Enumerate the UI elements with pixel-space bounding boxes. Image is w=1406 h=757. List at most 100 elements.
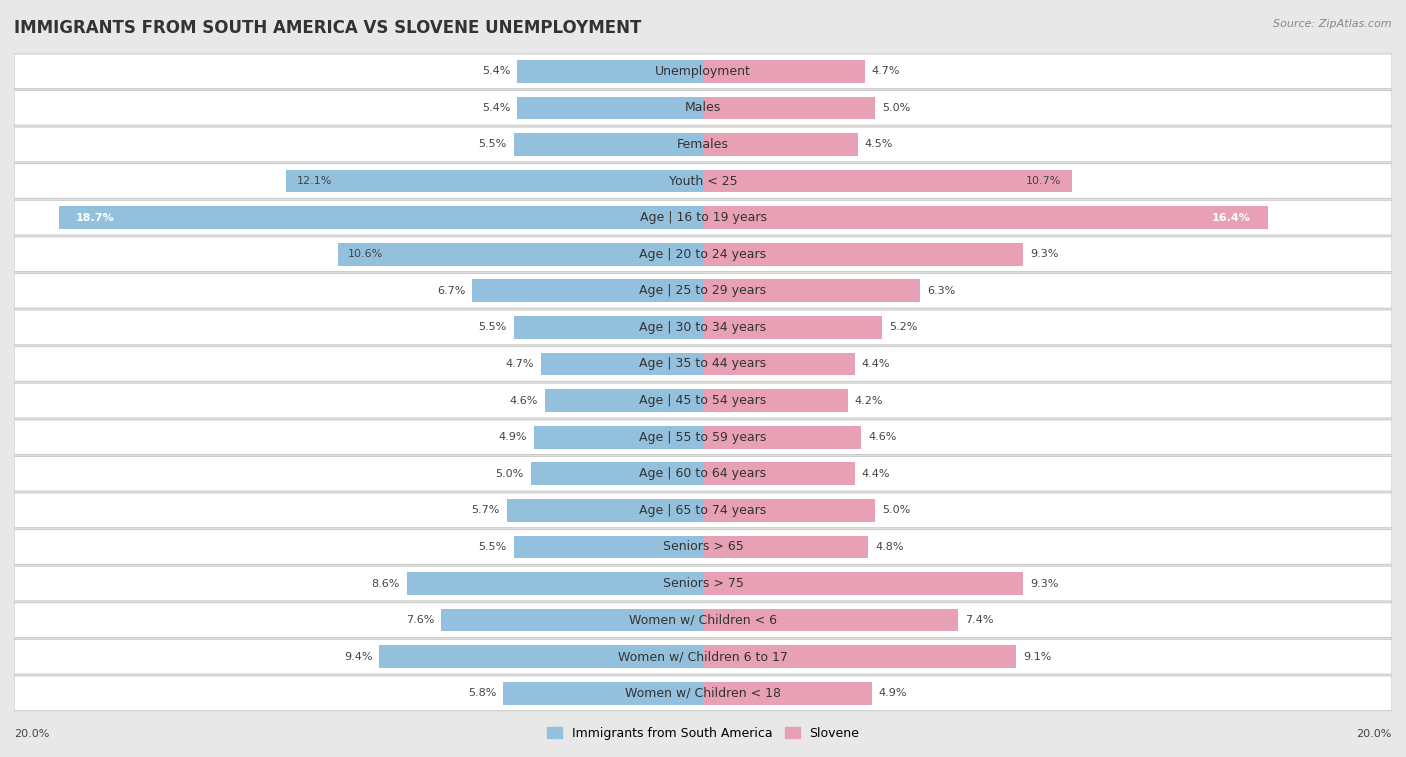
Bar xyxy=(441,609,703,631)
Text: Age | 55 to 59 years: Age | 55 to 59 years xyxy=(640,431,766,444)
Text: Source: ZipAtlas.com: Source: ZipAtlas.com xyxy=(1274,19,1392,29)
Text: 12.1%: 12.1% xyxy=(297,176,332,186)
Text: 10.7%: 10.7% xyxy=(1026,176,1062,186)
Text: 6.7%: 6.7% xyxy=(437,286,465,296)
Bar xyxy=(703,572,1024,595)
Text: 4.9%: 4.9% xyxy=(499,432,527,442)
Legend: Immigrants from South America, Slovene: Immigrants from South America, Slovene xyxy=(541,722,865,745)
Bar xyxy=(59,207,703,229)
Bar xyxy=(472,279,703,302)
Text: 20.0%: 20.0% xyxy=(14,728,49,739)
FancyBboxPatch shape xyxy=(14,164,1392,198)
Text: 18.7%: 18.7% xyxy=(76,213,115,223)
Text: 4.8%: 4.8% xyxy=(875,542,904,552)
Text: 5.8%: 5.8% xyxy=(468,688,496,698)
FancyBboxPatch shape xyxy=(14,456,1392,491)
Text: 5.7%: 5.7% xyxy=(471,506,499,516)
Text: Age | 20 to 24 years: Age | 20 to 24 years xyxy=(640,248,766,260)
Bar xyxy=(534,426,703,448)
Bar xyxy=(287,170,703,192)
Text: 4.4%: 4.4% xyxy=(862,359,890,369)
FancyBboxPatch shape xyxy=(14,603,1392,637)
Bar xyxy=(380,646,703,668)
Text: 9.1%: 9.1% xyxy=(1024,652,1052,662)
Text: 5.5%: 5.5% xyxy=(478,139,506,149)
Text: 5.5%: 5.5% xyxy=(478,322,506,332)
Text: 4.7%: 4.7% xyxy=(872,67,900,76)
Text: 4.7%: 4.7% xyxy=(506,359,534,369)
Text: Age | 60 to 64 years: Age | 60 to 64 years xyxy=(640,467,766,480)
Bar xyxy=(531,463,703,485)
Text: 5.0%: 5.0% xyxy=(882,506,910,516)
Text: Age | 45 to 54 years: Age | 45 to 54 years xyxy=(640,394,766,407)
Text: 5.0%: 5.0% xyxy=(496,469,524,478)
Bar xyxy=(703,170,1071,192)
Text: 7.4%: 7.4% xyxy=(965,615,993,625)
Text: 9.3%: 9.3% xyxy=(1031,249,1059,259)
Text: Males: Males xyxy=(685,101,721,114)
Text: 7.6%: 7.6% xyxy=(406,615,434,625)
Bar xyxy=(703,499,875,522)
FancyBboxPatch shape xyxy=(14,237,1392,272)
Bar xyxy=(517,60,703,83)
Bar xyxy=(337,243,703,266)
Text: 4.2%: 4.2% xyxy=(855,396,883,406)
FancyBboxPatch shape xyxy=(14,383,1392,418)
Text: 4.5%: 4.5% xyxy=(865,139,893,149)
FancyBboxPatch shape xyxy=(14,530,1392,564)
Bar xyxy=(703,682,872,705)
Bar xyxy=(703,207,1268,229)
Bar xyxy=(513,133,703,156)
Bar xyxy=(406,572,703,595)
FancyBboxPatch shape xyxy=(14,347,1392,382)
Text: 4.6%: 4.6% xyxy=(869,432,897,442)
Text: Youth < 25: Youth < 25 xyxy=(669,175,737,188)
Bar xyxy=(703,279,920,302)
Text: 5.2%: 5.2% xyxy=(889,322,917,332)
FancyBboxPatch shape xyxy=(14,201,1392,235)
FancyBboxPatch shape xyxy=(14,273,1392,308)
Text: 5.5%: 5.5% xyxy=(478,542,506,552)
Bar xyxy=(703,97,875,119)
Bar xyxy=(541,353,703,375)
Text: 4.6%: 4.6% xyxy=(509,396,537,406)
Bar xyxy=(544,389,703,412)
Text: Women w/ Children 6 to 17: Women w/ Children 6 to 17 xyxy=(619,650,787,663)
Bar xyxy=(703,60,865,83)
Text: 10.6%: 10.6% xyxy=(349,249,384,259)
Text: Seniors > 65: Seniors > 65 xyxy=(662,540,744,553)
Bar xyxy=(703,389,848,412)
Bar xyxy=(703,133,858,156)
FancyBboxPatch shape xyxy=(14,493,1392,528)
Text: 16.4%: 16.4% xyxy=(1212,213,1251,223)
Text: Age | 16 to 19 years: Age | 16 to 19 years xyxy=(640,211,766,224)
Text: Females: Females xyxy=(678,138,728,151)
Bar xyxy=(703,426,862,448)
Text: Unemployment: Unemployment xyxy=(655,65,751,78)
Text: Age | 30 to 34 years: Age | 30 to 34 years xyxy=(640,321,766,334)
Bar xyxy=(703,243,1024,266)
Text: 8.6%: 8.6% xyxy=(371,578,399,588)
Bar xyxy=(513,316,703,338)
Bar xyxy=(703,353,855,375)
Text: 4.4%: 4.4% xyxy=(862,469,890,478)
Bar xyxy=(503,682,703,705)
Text: IMMIGRANTS FROM SOUTH AMERICA VS SLOVENE UNEMPLOYMENT: IMMIGRANTS FROM SOUTH AMERICA VS SLOVENE… xyxy=(14,19,641,37)
Text: Seniors > 75: Seniors > 75 xyxy=(662,577,744,590)
Bar xyxy=(703,646,1017,668)
Text: 9.3%: 9.3% xyxy=(1031,578,1059,588)
Text: 5.4%: 5.4% xyxy=(482,103,510,113)
Text: 5.4%: 5.4% xyxy=(482,67,510,76)
Text: 9.4%: 9.4% xyxy=(344,652,373,662)
Bar xyxy=(703,316,882,338)
Text: Age | 65 to 74 years: Age | 65 to 74 years xyxy=(640,504,766,517)
Text: Women w/ Children < 6: Women w/ Children < 6 xyxy=(628,614,778,627)
FancyBboxPatch shape xyxy=(14,676,1392,711)
FancyBboxPatch shape xyxy=(14,420,1392,454)
Text: 4.9%: 4.9% xyxy=(879,688,907,698)
Bar xyxy=(703,463,855,485)
FancyBboxPatch shape xyxy=(14,310,1392,344)
FancyBboxPatch shape xyxy=(14,54,1392,89)
Text: 6.3%: 6.3% xyxy=(927,286,955,296)
FancyBboxPatch shape xyxy=(14,91,1392,125)
